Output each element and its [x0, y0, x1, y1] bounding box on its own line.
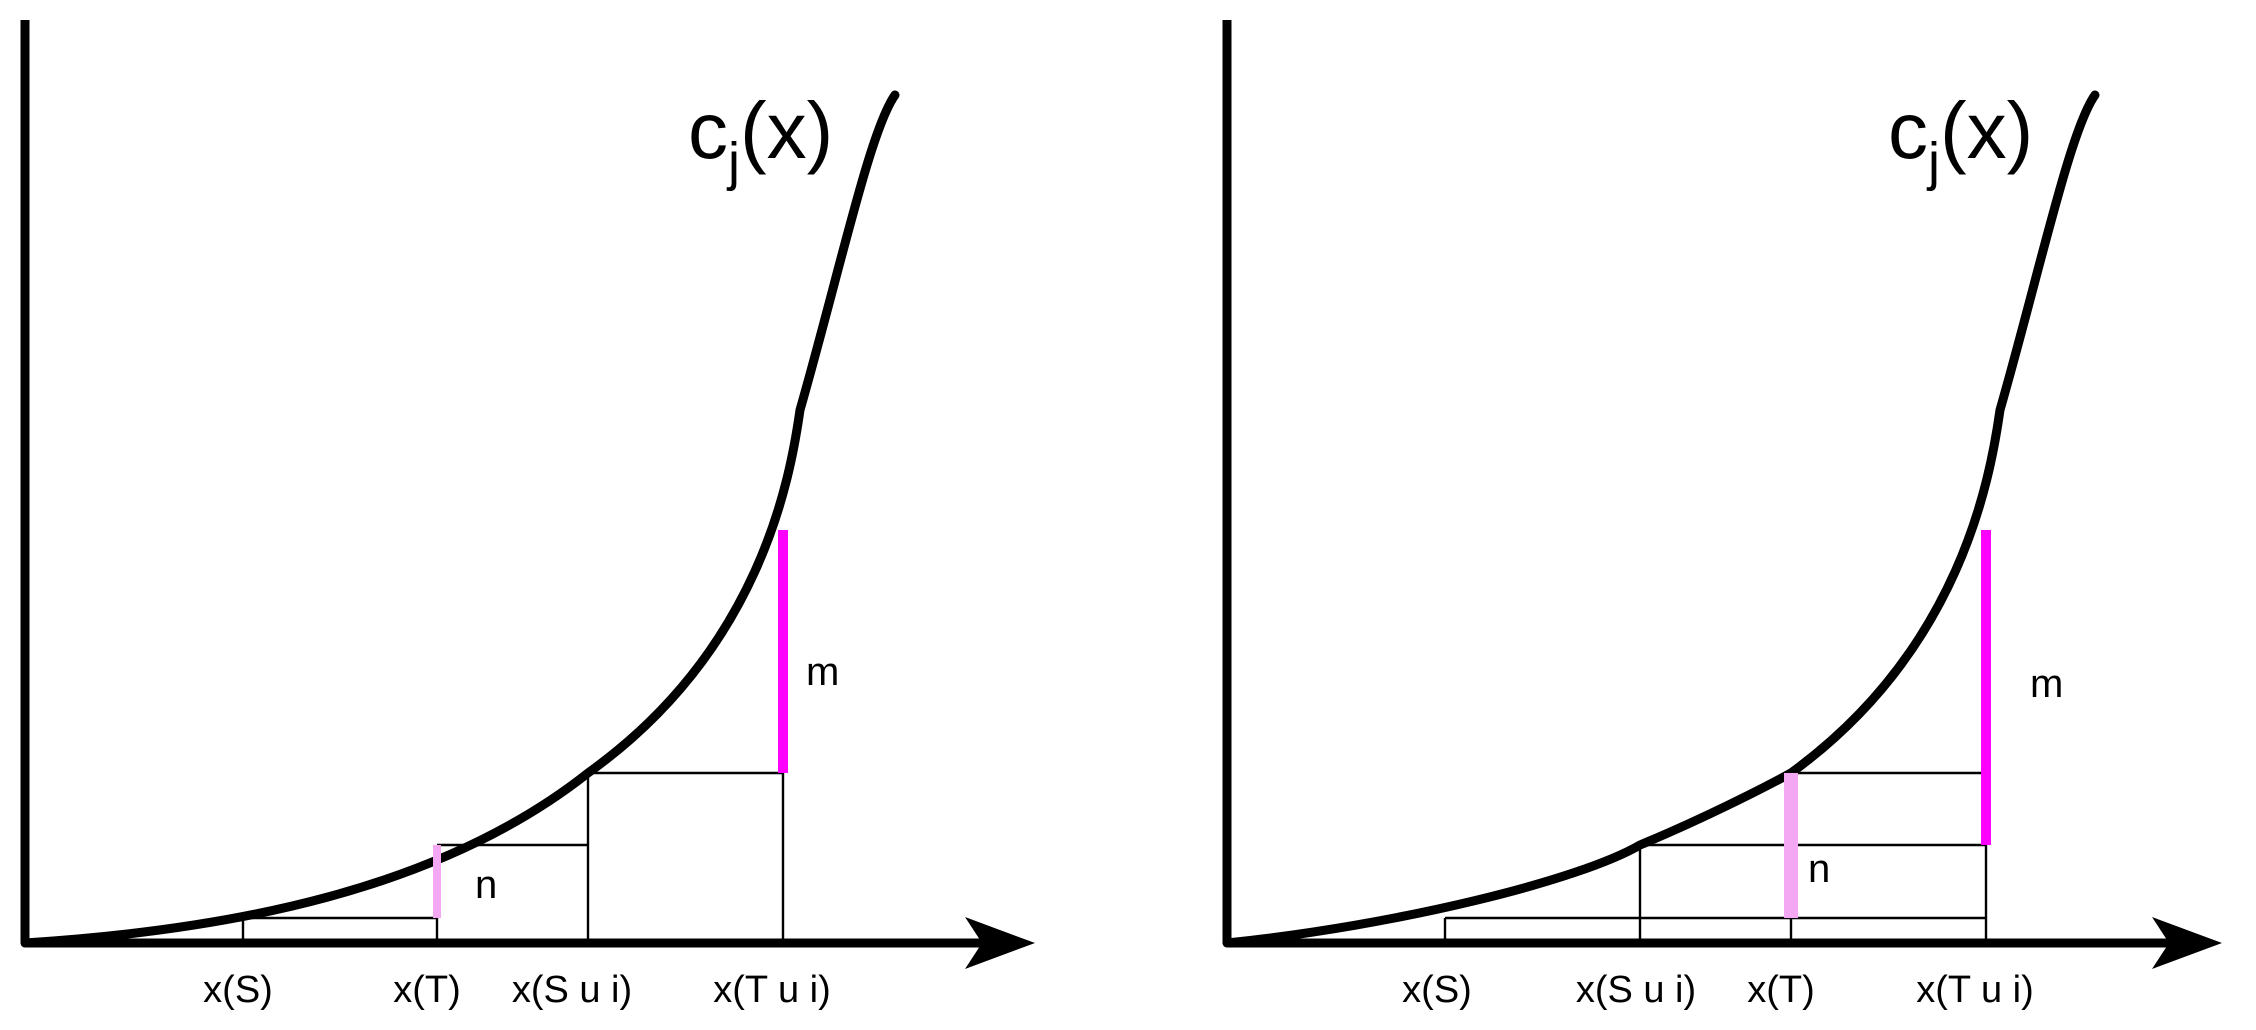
- left-tick-label-xt: x(T): [393, 969, 461, 1011]
- right-function-label: cj(x): [1888, 86, 2033, 192]
- right-x-axis-arrow-icon: [2152, 917, 2222, 969]
- left-function-label: cj(x): [688, 86, 833, 192]
- left-function-argument: (x): [740, 86, 833, 175]
- left-m-label: m: [806, 650, 839, 694]
- right-tick-label-xsui: x(S u i): [1576, 969, 1696, 1011]
- left-n-label: n: [475, 863, 497, 907]
- right-m-label: m: [2030, 662, 2063, 706]
- right-tick-label-xs: x(S): [1402, 969, 1472, 1011]
- right-panel: n m cj(x) x(S) x(S u i) x(T) x(T u i): [1222, 20, 2222, 1011]
- left-tick-label-xs: x(S): [203, 969, 273, 1011]
- left-x-axis-arrow-icon: [965, 917, 1035, 969]
- right-function-subscript: j: [1926, 132, 1940, 192]
- right-function-argument: (x): [1940, 86, 2033, 175]
- right-n-label: n: [1808, 847, 1830, 891]
- left-function-base: c: [688, 86, 728, 175]
- right-function-base: c: [1888, 86, 1928, 175]
- right-tick-label-xtui: x(T u i): [1916, 969, 2034, 1011]
- right-tick-label-xt: x(T): [1747, 969, 1815, 1011]
- left-curve: [20, 90, 900, 948]
- right-step-rectangles: [1443, 771, 1988, 943]
- left-function-subscript: j: [726, 132, 740, 192]
- left-step-rectangles: [241, 771, 785, 943]
- left-tick-label-xsui: x(S u i): [512, 969, 632, 1011]
- left-panel: n m cj(x) x(S) x(T) x(S u i) x(T u i): [20, 20, 1035, 1011]
- left-tick-label-xtui: x(T u i): [713, 969, 831, 1011]
- right-curve: [1222, 90, 2100, 948]
